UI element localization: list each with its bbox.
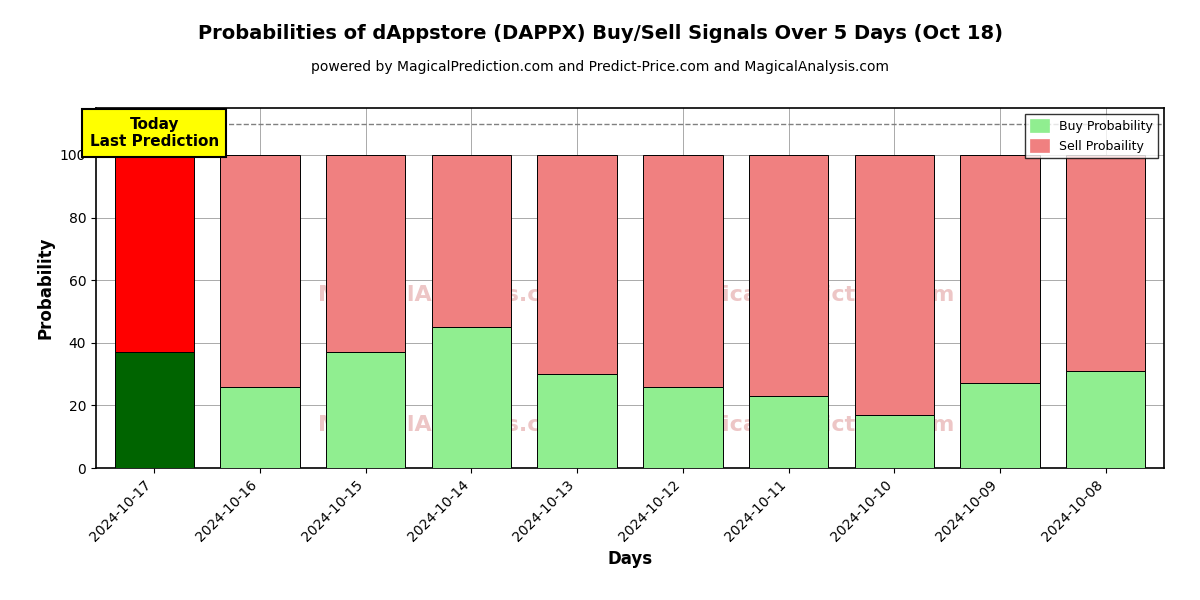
Y-axis label: Probability: Probability	[36, 237, 54, 339]
Text: powered by MagicalPrediction.com and Predict-Price.com and MagicalAnalysis.com: powered by MagicalPrediction.com and Pre…	[311, 60, 889, 74]
X-axis label: Days: Days	[607, 550, 653, 568]
Text: MagicalPrediction.com: MagicalPrediction.com	[668, 415, 954, 435]
Bar	[643, 386, 722, 468]
Legend: Buy Probability, Sell Probaility: Buy Probability, Sell Probaility	[1025, 114, 1158, 158]
Text: MagicalPrediction.com: MagicalPrediction.com	[668, 285, 954, 305]
Bar	[326, 352, 406, 468]
Bar	[538, 374, 617, 468]
Text: Today
Last Prediction: Today Last Prediction	[90, 117, 218, 149]
Bar	[326, 155, 406, 352]
Bar	[432, 327, 511, 468]
Bar	[432, 155, 511, 327]
Bar	[960, 155, 1039, 383]
Bar	[854, 155, 934, 415]
Bar	[643, 155, 722, 386]
Bar	[538, 155, 617, 374]
Bar	[1066, 371, 1146, 468]
Text: Probabilities of dAppstore (DAPPX) Buy/Sell Signals Over 5 Days (Oct 18): Probabilities of dAppstore (DAPPX) Buy/S…	[198, 24, 1002, 43]
Bar	[114, 155, 194, 352]
Bar	[221, 155, 300, 386]
Text: MagicalAnalysis.com: MagicalAnalysis.com	[318, 415, 580, 435]
Bar	[854, 415, 934, 468]
Text: MagicalAnalysis.com: MagicalAnalysis.com	[318, 285, 580, 305]
Bar	[749, 396, 828, 468]
Bar	[960, 383, 1039, 468]
Bar	[749, 155, 828, 396]
Bar	[114, 352, 194, 468]
Bar	[1066, 155, 1146, 371]
Bar	[221, 386, 300, 468]
